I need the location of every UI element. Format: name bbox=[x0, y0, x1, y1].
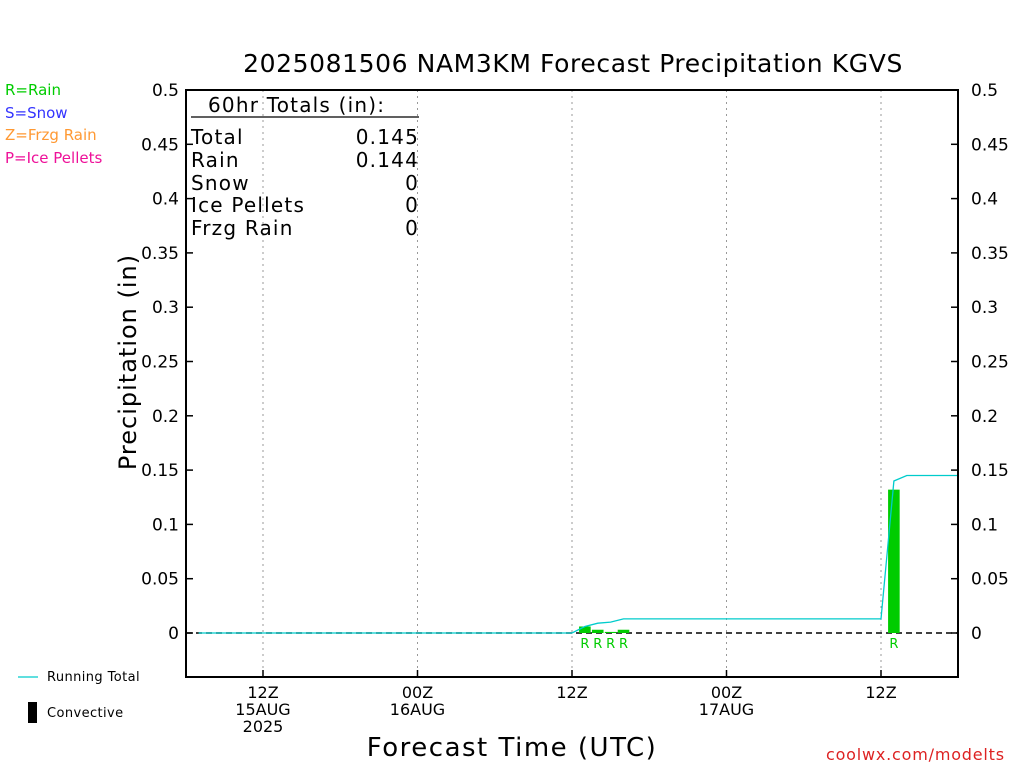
totals-header: 60hr Totals (in): bbox=[208, 93, 386, 117]
chart-title: 2025081506 NAM3KM Forecast Precipitation… bbox=[243, 49, 903, 78]
x-axis-label: Forecast Time (UTC) bbox=[366, 733, 658, 763]
y-tick-label-right: 0 bbox=[971, 624, 982, 644]
precip-type-label: R bbox=[606, 637, 615, 652]
legend-frzg-rain: Z=Frzg Rain bbox=[5, 126, 97, 144]
running-total-line bbox=[198, 474, 958, 634]
totals-label-ice-pellets: Ice Pellets bbox=[191, 193, 306, 217]
y-tick-label-left: 0.35 bbox=[141, 244, 179, 264]
precip-bar bbox=[617, 629, 630, 633]
totals-value-rain: 0.144 bbox=[355, 148, 419, 172]
legend-ice-pellets: P=Ice Pellets bbox=[5, 149, 103, 167]
source-credit: coolwx.com/modelts bbox=[826, 745, 1005, 764]
x-tick-label: 2025 bbox=[243, 717, 284, 736]
x-tick-label: 12Z bbox=[556, 683, 587, 702]
y-tick-label-left: 0.15 bbox=[141, 461, 179, 481]
totals-value-snow: 0 bbox=[405, 171, 419, 195]
y-tick-label-right: 0.45 bbox=[971, 135, 1009, 155]
totals-value-frzg-rain: 0 bbox=[405, 216, 419, 240]
x-tick-label: 16AUG bbox=[390, 700, 445, 719]
totals-label-rain: Rain bbox=[191, 148, 240, 172]
convective-legend-label: Convective bbox=[47, 706, 124, 721]
precip-bar bbox=[604, 631, 617, 633]
x-tick-label: 12Z bbox=[865, 683, 896, 702]
y-tick-label-left: 0.1 bbox=[152, 515, 179, 535]
y-tick-label-right: 0.4 bbox=[971, 190, 998, 210]
x-tick-label: 00Z bbox=[711, 683, 742, 702]
precip-type-label: R bbox=[889, 637, 898, 652]
y-tick-label-right: 0.3 bbox=[971, 298, 998, 318]
x-tick-label: 00Z bbox=[402, 683, 433, 702]
x-tick-label: 12Z bbox=[247, 683, 278, 702]
y-tick-label-right: 0.2 bbox=[971, 407, 998, 427]
y-tick-label-right: 0.25 bbox=[971, 353, 1009, 373]
x-tick-label: 17AUG bbox=[699, 700, 754, 719]
y-tick-label-right: 0.5 bbox=[971, 81, 998, 101]
precip-type-label: R bbox=[619, 637, 628, 652]
y-tick-label-left: 0.5 bbox=[152, 81, 179, 101]
legend-rain: R=Rain bbox=[5, 81, 61, 99]
grid-lines bbox=[262, 90, 882, 677]
y-tick-label-left: 0.25 bbox=[141, 353, 179, 373]
precip-type-label: R bbox=[593, 637, 602, 652]
precip-bars bbox=[579, 489, 900, 633]
totals-label-frzg-rain: Frzg Rain bbox=[191, 216, 294, 240]
x-tick-label: 15AUG bbox=[235, 700, 290, 719]
precip-bar bbox=[888, 489, 900, 633]
y-tick-label-right: 0.35 bbox=[971, 244, 1009, 264]
precip-type-label: R bbox=[580, 637, 589, 652]
y-tick-label-right: 0.05 bbox=[971, 570, 1009, 590]
y-tick-label-left: 0 bbox=[168, 624, 179, 644]
y-tick-label-right: 0.1 bbox=[971, 515, 998, 535]
y-tick-label-left: 0.4 bbox=[152, 190, 179, 210]
y-tick-label-left: 0.45 bbox=[141, 135, 179, 155]
y-tick-label-left: 0.3 bbox=[152, 298, 179, 318]
running-total-legend-label: Running Total bbox=[47, 670, 140, 685]
precip-bar bbox=[579, 626, 591, 633]
y-axis-ticks: 0 00.05 0.050.1 0.10.15 0.150.2 0.20.25 0.250.… bbox=[141, 81, 1009, 644]
totals-value-total: 0.145 bbox=[355, 125, 419, 149]
series-legend-swatches bbox=[18, 676, 38, 723]
totals-label-snow: Snow bbox=[191, 171, 250, 195]
legend-snow: S=Snow bbox=[5, 104, 68, 122]
convective-swatch bbox=[28, 702, 37, 723]
y-tick-label-left: 0.2 bbox=[152, 407, 179, 427]
y-tick-label-right: 0.15 bbox=[971, 461, 1009, 481]
totals-value-ice-pellets: 0 bbox=[405, 193, 419, 217]
y-tick-label-left: 0.05 bbox=[141, 570, 179, 590]
precip-bar bbox=[591, 629, 604, 633]
totals-label-total: Total bbox=[191, 125, 244, 149]
